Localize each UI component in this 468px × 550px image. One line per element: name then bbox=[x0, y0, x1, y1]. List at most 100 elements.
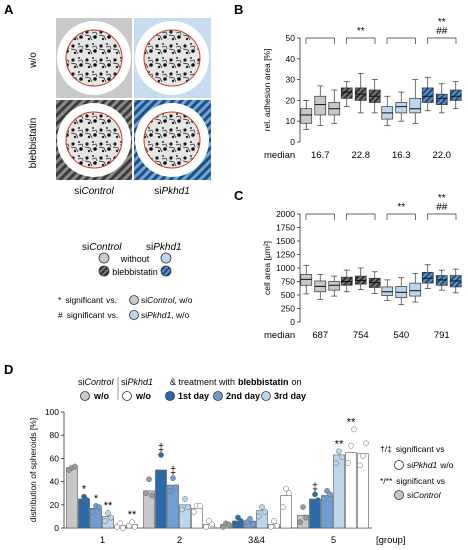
y-tick-label: 2000 bbox=[276, 209, 295, 219]
data-point bbox=[90, 508, 96, 515]
y-tick-label: 750 bbox=[281, 277, 295, 287]
box bbox=[409, 282, 422, 297]
data-point bbox=[309, 499, 315, 506]
data-point bbox=[348, 442, 354, 449]
data-point bbox=[232, 520, 238, 527]
median-value: 16.7 bbox=[311, 150, 330, 161]
data-point bbox=[238, 518, 244, 524]
data-point bbox=[117, 520, 123, 527]
chart-d-spheroids: 0 20 40 60 80 100 distribution of spheroids [%… bbox=[28, 407, 406, 546]
y-tick-label: 50 bbox=[286, 33, 296, 43]
row-label-wo: w/o bbox=[28, 52, 39, 69]
legend-sig-pkhd1-ref: siPkhd1, w/o bbox=[141, 310, 189, 320]
panel-c-letter: C bbox=[234, 188, 244, 203]
sig-mark: ## bbox=[436, 26, 448, 37]
bar bbox=[321, 495, 333, 529]
box bbox=[421, 271, 434, 284]
bar bbox=[345, 452, 357, 529]
median-value: 16.3 bbox=[392, 150, 411, 161]
group-bracket bbox=[427, 213, 457, 220]
data-point bbox=[129, 519, 135, 526]
sig-mark: ** bbox=[104, 500, 113, 512]
data-point bbox=[155, 469, 161, 476]
data-point bbox=[357, 462, 363, 469]
micrograph-control-blebbistatin bbox=[56, 100, 132, 180]
legend-sig-pkhd1-swatch bbox=[129, 310, 139, 320]
chart-b-adhesion: 0 10 20 30 40 50 rel. adhesion area [%] 16.7 22.… bbox=[262, 17, 462, 161]
data-point bbox=[132, 523, 138, 530]
median-value: 22.0 bbox=[433, 150, 452, 161]
legend-sig-control-swatch bbox=[129, 295, 139, 305]
legend-swatch-pkhd1-blebbistatin bbox=[160, 265, 172, 277]
data-point bbox=[268, 523, 274, 530]
legend-d-day1: 1st day bbox=[178, 391, 209, 401]
data-point bbox=[185, 504, 191, 510]
legend-d-swatch-control bbox=[80, 391, 90, 401]
legend-d-day2: 2nd day bbox=[226, 391, 260, 401]
bar bbox=[309, 498, 321, 529]
y-axis-label: distribution of spheroids [%] bbox=[28, 418, 38, 522]
legend-d-right1-ref: siPkhd1 w/o bbox=[407, 460, 454, 470]
data-point bbox=[72, 463, 78, 470]
sig-mark: ‡ bbox=[170, 465, 176, 477]
y-tick-label: 0 bbox=[290, 137, 295, 147]
data-point bbox=[327, 491, 333, 498]
box bbox=[409, 97, 422, 114]
data-point bbox=[256, 513, 262, 520]
data-point bbox=[149, 492, 155, 499]
y-tick-label: 10 bbox=[286, 116, 296, 126]
y-tick-label: 1500 bbox=[276, 236, 295, 246]
data-point bbox=[108, 514, 114, 521]
data-point bbox=[351, 426, 357, 433]
legend-without: without bbox=[120, 254, 150, 264]
box bbox=[300, 108, 313, 124]
sig-mark: ‡ bbox=[158, 442, 164, 454]
col-label-control: siControl bbox=[74, 186, 114, 197]
data-point bbox=[280, 504, 286, 510]
data-point bbox=[333, 460, 339, 466]
bar bbox=[167, 484, 179, 529]
legend-d: siControl siPkhd1 & treatment with blebbi… bbox=[78, 377, 454, 500]
median-value: 687 bbox=[312, 330, 328, 341]
box bbox=[435, 93, 448, 105]
col-label-pkhd1: siPkhd1 bbox=[154, 186, 190, 197]
data-point bbox=[250, 521, 256, 528]
data-point bbox=[247, 515, 253, 522]
data-point bbox=[339, 454, 345, 461]
legend-sig-control: * significant vs. bbox=[58, 295, 117, 305]
sig-mark: * bbox=[94, 493, 99, 505]
sig-mark: ** bbox=[335, 438, 344, 450]
legend-d-pkhd1-wo: w/o bbox=[135, 391, 152, 401]
data-point bbox=[158, 452, 164, 458]
data-point bbox=[283, 485, 289, 492]
y-tick-label: 0 bbox=[54, 523, 59, 533]
panel-b-letter: B bbox=[234, 2, 243, 17]
box bbox=[340, 87, 353, 99]
data-point bbox=[209, 521, 215, 528]
data-point bbox=[167, 488, 173, 494]
box bbox=[421, 87, 434, 103]
data-point bbox=[84, 497, 90, 504]
sig-mark: ** bbox=[438, 17, 446, 28]
bar bbox=[333, 454, 345, 529]
sig-mark: ‡ bbox=[312, 481, 318, 493]
data-point bbox=[271, 518, 277, 524]
x-tick-label: 1 bbox=[100, 535, 105, 546]
data-point bbox=[191, 508, 197, 515]
bar bbox=[280, 495, 292, 529]
group-bracket bbox=[386, 213, 416, 220]
legend-d-swatch-day3 bbox=[261, 391, 271, 401]
data-point bbox=[321, 496, 327, 502]
y-tick-label: 20 bbox=[286, 95, 296, 105]
data-point bbox=[105, 510, 111, 516]
legend-sig-pkhd1: # significant vs. bbox=[58, 310, 118, 320]
group-bracket bbox=[346, 213, 376, 220]
legend-d-control-wo: w/o bbox=[93, 391, 110, 401]
data-point bbox=[259, 504, 265, 510]
sig-mark: ** bbox=[128, 509, 137, 521]
chart-c-cell-area: 0 250 500 750 1000 1250 1500 1750 2000 cell area … bbox=[262, 193, 462, 341]
legend-d-right2: */** significant vs bbox=[380, 476, 445, 486]
box bbox=[449, 89, 462, 101]
